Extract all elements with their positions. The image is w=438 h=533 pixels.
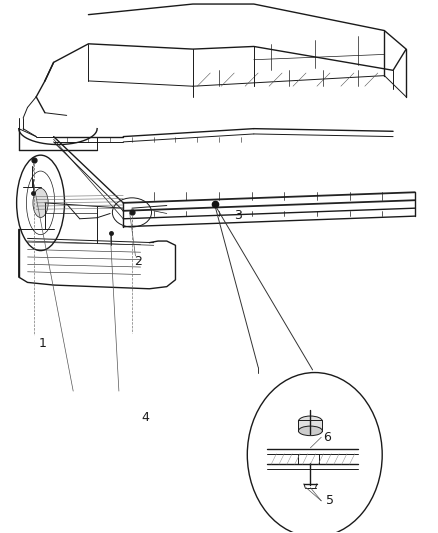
- Text: 4: 4: [141, 411, 149, 424]
- Bar: [298, 420, 322, 431]
- Text: 5: 5: [325, 495, 334, 507]
- Text: 2: 2: [134, 255, 142, 268]
- Text: 6: 6: [323, 431, 331, 444]
- Ellipse shape: [298, 416, 322, 426]
- Text: 1: 1: [39, 337, 47, 350]
- Text: 3: 3: [234, 208, 242, 222]
- Ellipse shape: [298, 426, 322, 435]
- Ellipse shape: [33, 188, 48, 217]
